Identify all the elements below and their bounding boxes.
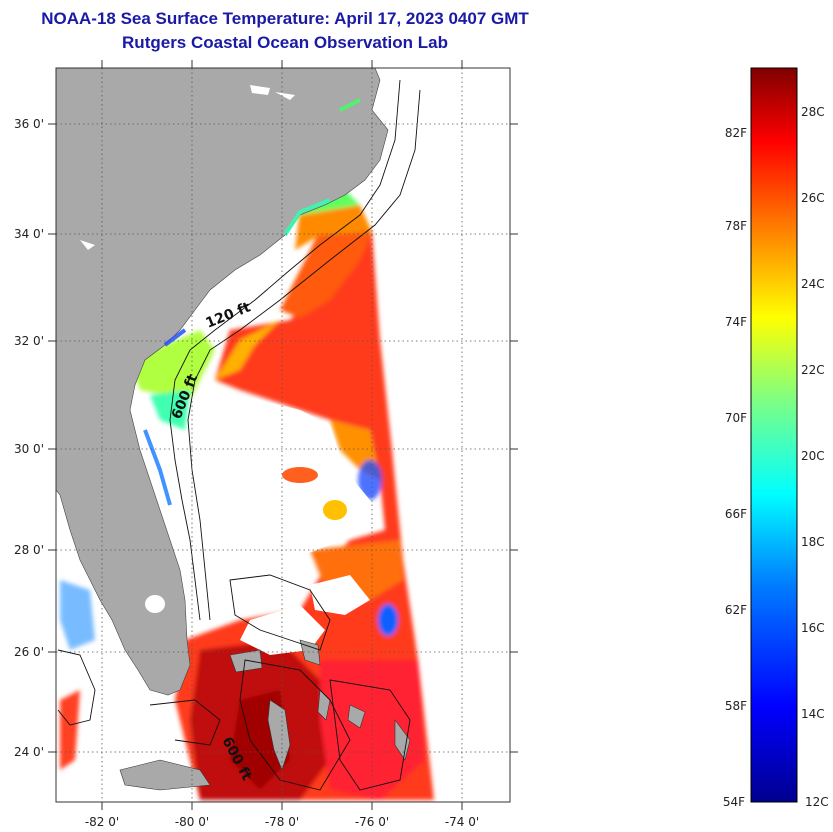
lon-tick-label: -80 0' <box>175 815 209 829</box>
temperature-colorbar <box>750 67 798 803</box>
colorbar-c-label: 20C <box>801 449 825 463</box>
lon-tick-label: -74 0' <box>445 815 479 829</box>
colorbar-c-label: 12C <box>805 795 829 809</box>
map-title: NOAA-18 Sea Surface Temperature: April 1… <box>41 9 529 28</box>
land <box>56 68 389 696</box>
lat-tick-label: 32 0' <box>14 334 44 348</box>
colorbar-c-label: 14C <box>801 707 825 721</box>
colorbar-f-label: 62F <box>725 603 747 617</box>
colorbar-f-label: 74F <box>725 315 747 329</box>
lat-tick-label: 30 0' <box>14 442 44 456</box>
colorbar-c-label: 16C <box>801 621 825 635</box>
lat-tick-label: 24 0' <box>14 745 44 759</box>
colorbar-c-label: 28C <box>801 105 825 119</box>
lon-tick-label: -82 0' <box>85 815 119 829</box>
lat-tick-label: 26 0' <box>14 645 44 659</box>
map-subtitle: Rutgers Coastal Ocean Observation Lab <box>122 33 448 52</box>
colorbar-f-label: 78F <box>725 219 747 233</box>
lon-tick-label: -76 0' <box>355 815 389 829</box>
coastal-sst-fringe <box>143 98 361 506</box>
colorbar-f-label: 54F <box>723 795 745 809</box>
bathymetry-contours <box>57 79 421 791</box>
colorbar-c-label: 26C <box>801 191 825 205</box>
islands <box>119 639 411 791</box>
colorbar-f-label: 58F <box>725 699 747 713</box>
lat-tick-label: 36 0' <box>14 117 44 131</box>
axis-tick-marks <box>48 60 518 810</box>
inland-lakes <box>80 85 295 613</box>
colorbar-f-label: 82F <box>725 126 747 140</box>
lat-tick-label: 34 0' <box>14 227 44 241</box>
map-frame <box>55 67 511 803</box>
colorbar-f-label: 70F <box>725 411 747 425</box>
lon-tick-label: -78 0' <box>265 815 299 829</box>
map-panel: 120 ft 600 ft 600 ft <box>56 68 510 802</box>
colorbar-f-label: 66F <box>725 507 747 521</box>
graticule <box>56 68 510 802</box>
lat-tick-label: 28 0' <box>14 543 44 557</box>
colorbar-c-label: 22C <box>801 363 825 377</box>
colorbar-c-label: 18C <box>801 535 825 549</box>
colorbar-c-label: 24C <box>801 277 825 291</box>
